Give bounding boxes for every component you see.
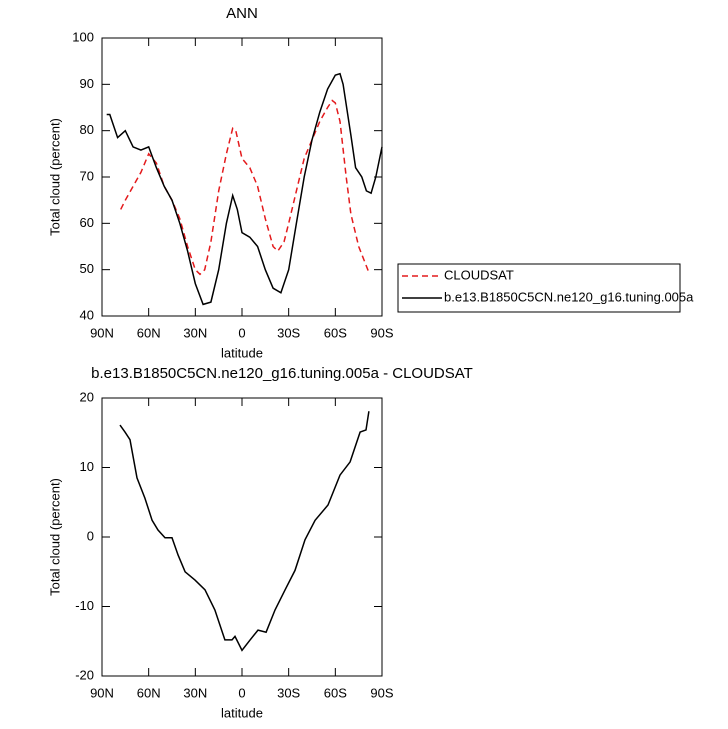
y-tick-label: 50 [80,261,94,276]
data-line [119,411,370,652]
y-tick-label: 70 [80,168,94,183]
y-axis-label: Total cloud (percent) [47,478,62,596]
plot-frame [101,37,383,317]
x-tick-label: 30S [277,685,300,700]
y-axis-label: Total cloud (percent) [47,118,62,236]
x-tick-label: 30N [183,685,207,700]
x-tick-label: 60N [137,685,161,700]
x-tick-label: 0 [238,685,245,700]
y-tick-label: 0 [87,528,94,543]
y-tick-label: -10 [75,598,94,613]
x-tick-label: 90S [370,325,393,340]
y-tick-label: 10 [80,459,94,474]
legend-label: b.e13.B1850C5CN.ne120_g16.tuning.005a [444,289,694,304]
y-tick-label: 60 [80,215,94,230]
x-axis-label: latitude [221,705,263,720]
x-tick-label: 90N [90,325,114,340]
x-tick-label: 60S [324,685,347,700]
x-tick-label: 30N [183,325,207,340]
y-tick-label: 20 [80,389,94,404]
x-tick-label: 90N [90,685,114,700]
y-tick-label: 40 [80,307,94,322]
x-tick-label: 60S [324,325,347,340]
y-tick-label: 90 [80,76,94,91]
y-tick-label: 80 [80,122,94,137]
plot-frame [101,397,383,677]
x-tick-label: 60N [137,325,161,340]
chart-title: b.e13.B1850C5CN.ne120_g16.tuning.005a - … [91,365,473,382]
legend-label: CLOUDSAT [444,267,514,282]
data-line [120,99,371,276]
x-axis-label: latitude [221,345,263,360]
x-tick-label: 90S [370,685,393,700]
y-tick-label: -20 [75,667,94,682]
y-tick-label: 100 [72,29,94,44]
x-tick-label: 0 [238,325,245,340]
x-tick-label: 30S [277,325,300,340]
legend-box [397,263,681,313]
chart-title: ANN [226,5,258,22]
data-line [106,72,383,306]
